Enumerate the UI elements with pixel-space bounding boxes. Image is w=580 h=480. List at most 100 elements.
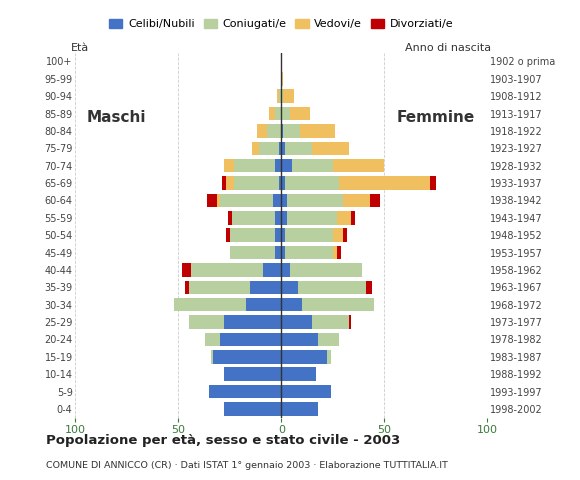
Bar (289, 107, 310, 120)
Bar (281, 159, 292, 172)
Bar (288, 211, 337, 225)
Bar (207, 194, 218, 207)
Bar (226, 228, 230, 242)
Bar (209, 385, 281, 398)
Bar (228, 211, 232, 225)
Bar (275, 246, 281, 259)
Bar (188, 315, 224, 329)
Bar (281, 246, 285, 259)
Bar (281, 142, 285, 155)
Bar (343, 228, 347, 242)
Bar (183, 263, 191, 276)
Bar (218, 194, 219, 207)
Bar (318, 333, 339, 346)
Bar (302, 298, 374, 312)
Bar (275, 107, 281, 120)
Bar (292, 159, 333, 172)
Bar (298, 280, 366, 294)
Text: Femmine: Femmine (397, 109, 475, 125)
Bar (259, 142, 279, 155)
Bar (224, 315, 281, 329)
Bar (366, 280, 372, 294)
Bar (333, 159, 384, 172)
Bar (285, 176, 339, 190)
Bar (191, 263, 263, 276)
Bar (275, 159, 281, 172)
Bar (333, 228, 343, 242)
Bar (211, 350, 213, 363)
Bar (281, 72, 284, 85)
Bar (343, 194, 370, 207)
Bar (279, 89, 281, 103)
Bar (289, 263, 361, 276)
Bar (281, 367, 316, 381)
Bar (281, 402, 318, 416)
Bar (312, 315, 349, 329)
Bar (327, 350, 331, 363)
Bar (285, 142, 312, 155)
Bar (219, 333, 281, 346)
Bar (288, 194, 343, 207)
Bar (230, 246, 275, 259)
Bar (234, 176, 279, 190)
Bar (224, 159, 234, 172)
Bar (351, 211, 356, 225)
Bar (430, 176, 436, 190)
Bar (281, 194, 288, 207)
Bar (281, 211, 288, 225)
Bar (267, 124, 281, 138)
Bar (246, 298, 281, 312)
Bar (224, 402, 281, 416)
Bar (281, 107, 289, 120)
Bar (234, 159, 275, 172)
Text: Anno di nascita: Anno di nascita (405, 43, 491, 53)
Legend: Celibi/Nubili, Coniugati/e, Vedovi/e, Divorziati/e: Celibi/Nubili, Coniugati/e, Vedovi/e, Di… (104, 14, 458, 34)
Bar (285, 246, 333, 259)
Bar (281, 176, 285, 190)
Bar (230, 228, 275, 242)
Bar (370, 194, 380, 207)
Bar (333, 246, 337, 259)
Text: Popolazione per età, sesso e stato civile - 2003: Popolazione per età, sesso e stato civil… (46, 434, 401, 447)
Bar (226, 176, 234, 190)
Bar (232, 211, 275, 225)
Bar (213, 350, 281, 363)
Bar (349, 315, 351, 329)
Bar (184, 280, 188, 294)
Bar (281, 263, 289, 276)
Bar (337, 211, 351, 225)
Bar (284, 89, 293, 103)
Bar (339, 176, 430, 190)
Bar (263, 263, 281, 276)
Bar (300, 124, 335, 138)
Bar (222, 176, 226, 190)
Bar (281, 315, 312, 329)
Bar (279, 176, 281, 190)
Bar (281, 350, 327, 363)
Text: Età: Età (71, 43, 89, 53)
Bar (252, 142, 259, 155)
Bar (279, 142, 281, 155)
Bar (337, 246, 341, 259)
Bar (284, 124, 300, 138)
Bar (281, 333, 318, 346)
Bar (188, 280, 251, 294)
Bar (251, 280, 281, 294)
Bar (281, 298, 302, 312)
Text: COMUNE DI ANNICCO (CR) · Dati ISTAT 1° gennaio 2003 · Elaborazione TUTTITALIA.IT: COMUNE DI ANNICCO (CR) · Dati ISTAT 1° g… (46, 461, 448, 470)
Bar (281, 385, 331, 398)
Text: Maschi: Maschi (87, 109, 146, 125)
Bar (281, 280, 298, 294)
Bar (275, 211, 281, 225)
Bar (219, 194, 273, 207)
Bar (275, 228, 281, 242)
Bar (269, 107, 275, 120)
Bar (174, 298, 246, 312)
Bar (281, 228, 285, 242)
Bar (281, 89, 284, 103)
Bar (277, 89, 279, 103)
Bar (281, 124, 284, 138)
Bar (312, 142, 349, 155)
Bar (285, 228, 333, 242)
Bar (256, 124, 267, 138)
